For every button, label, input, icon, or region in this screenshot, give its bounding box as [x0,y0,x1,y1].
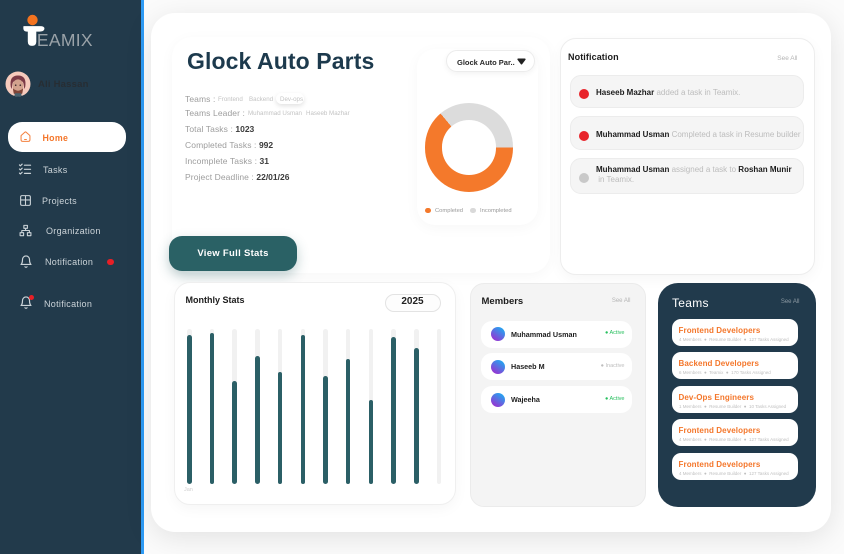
svg-text:EAMIX: EAMIX [37,30,93,50]
